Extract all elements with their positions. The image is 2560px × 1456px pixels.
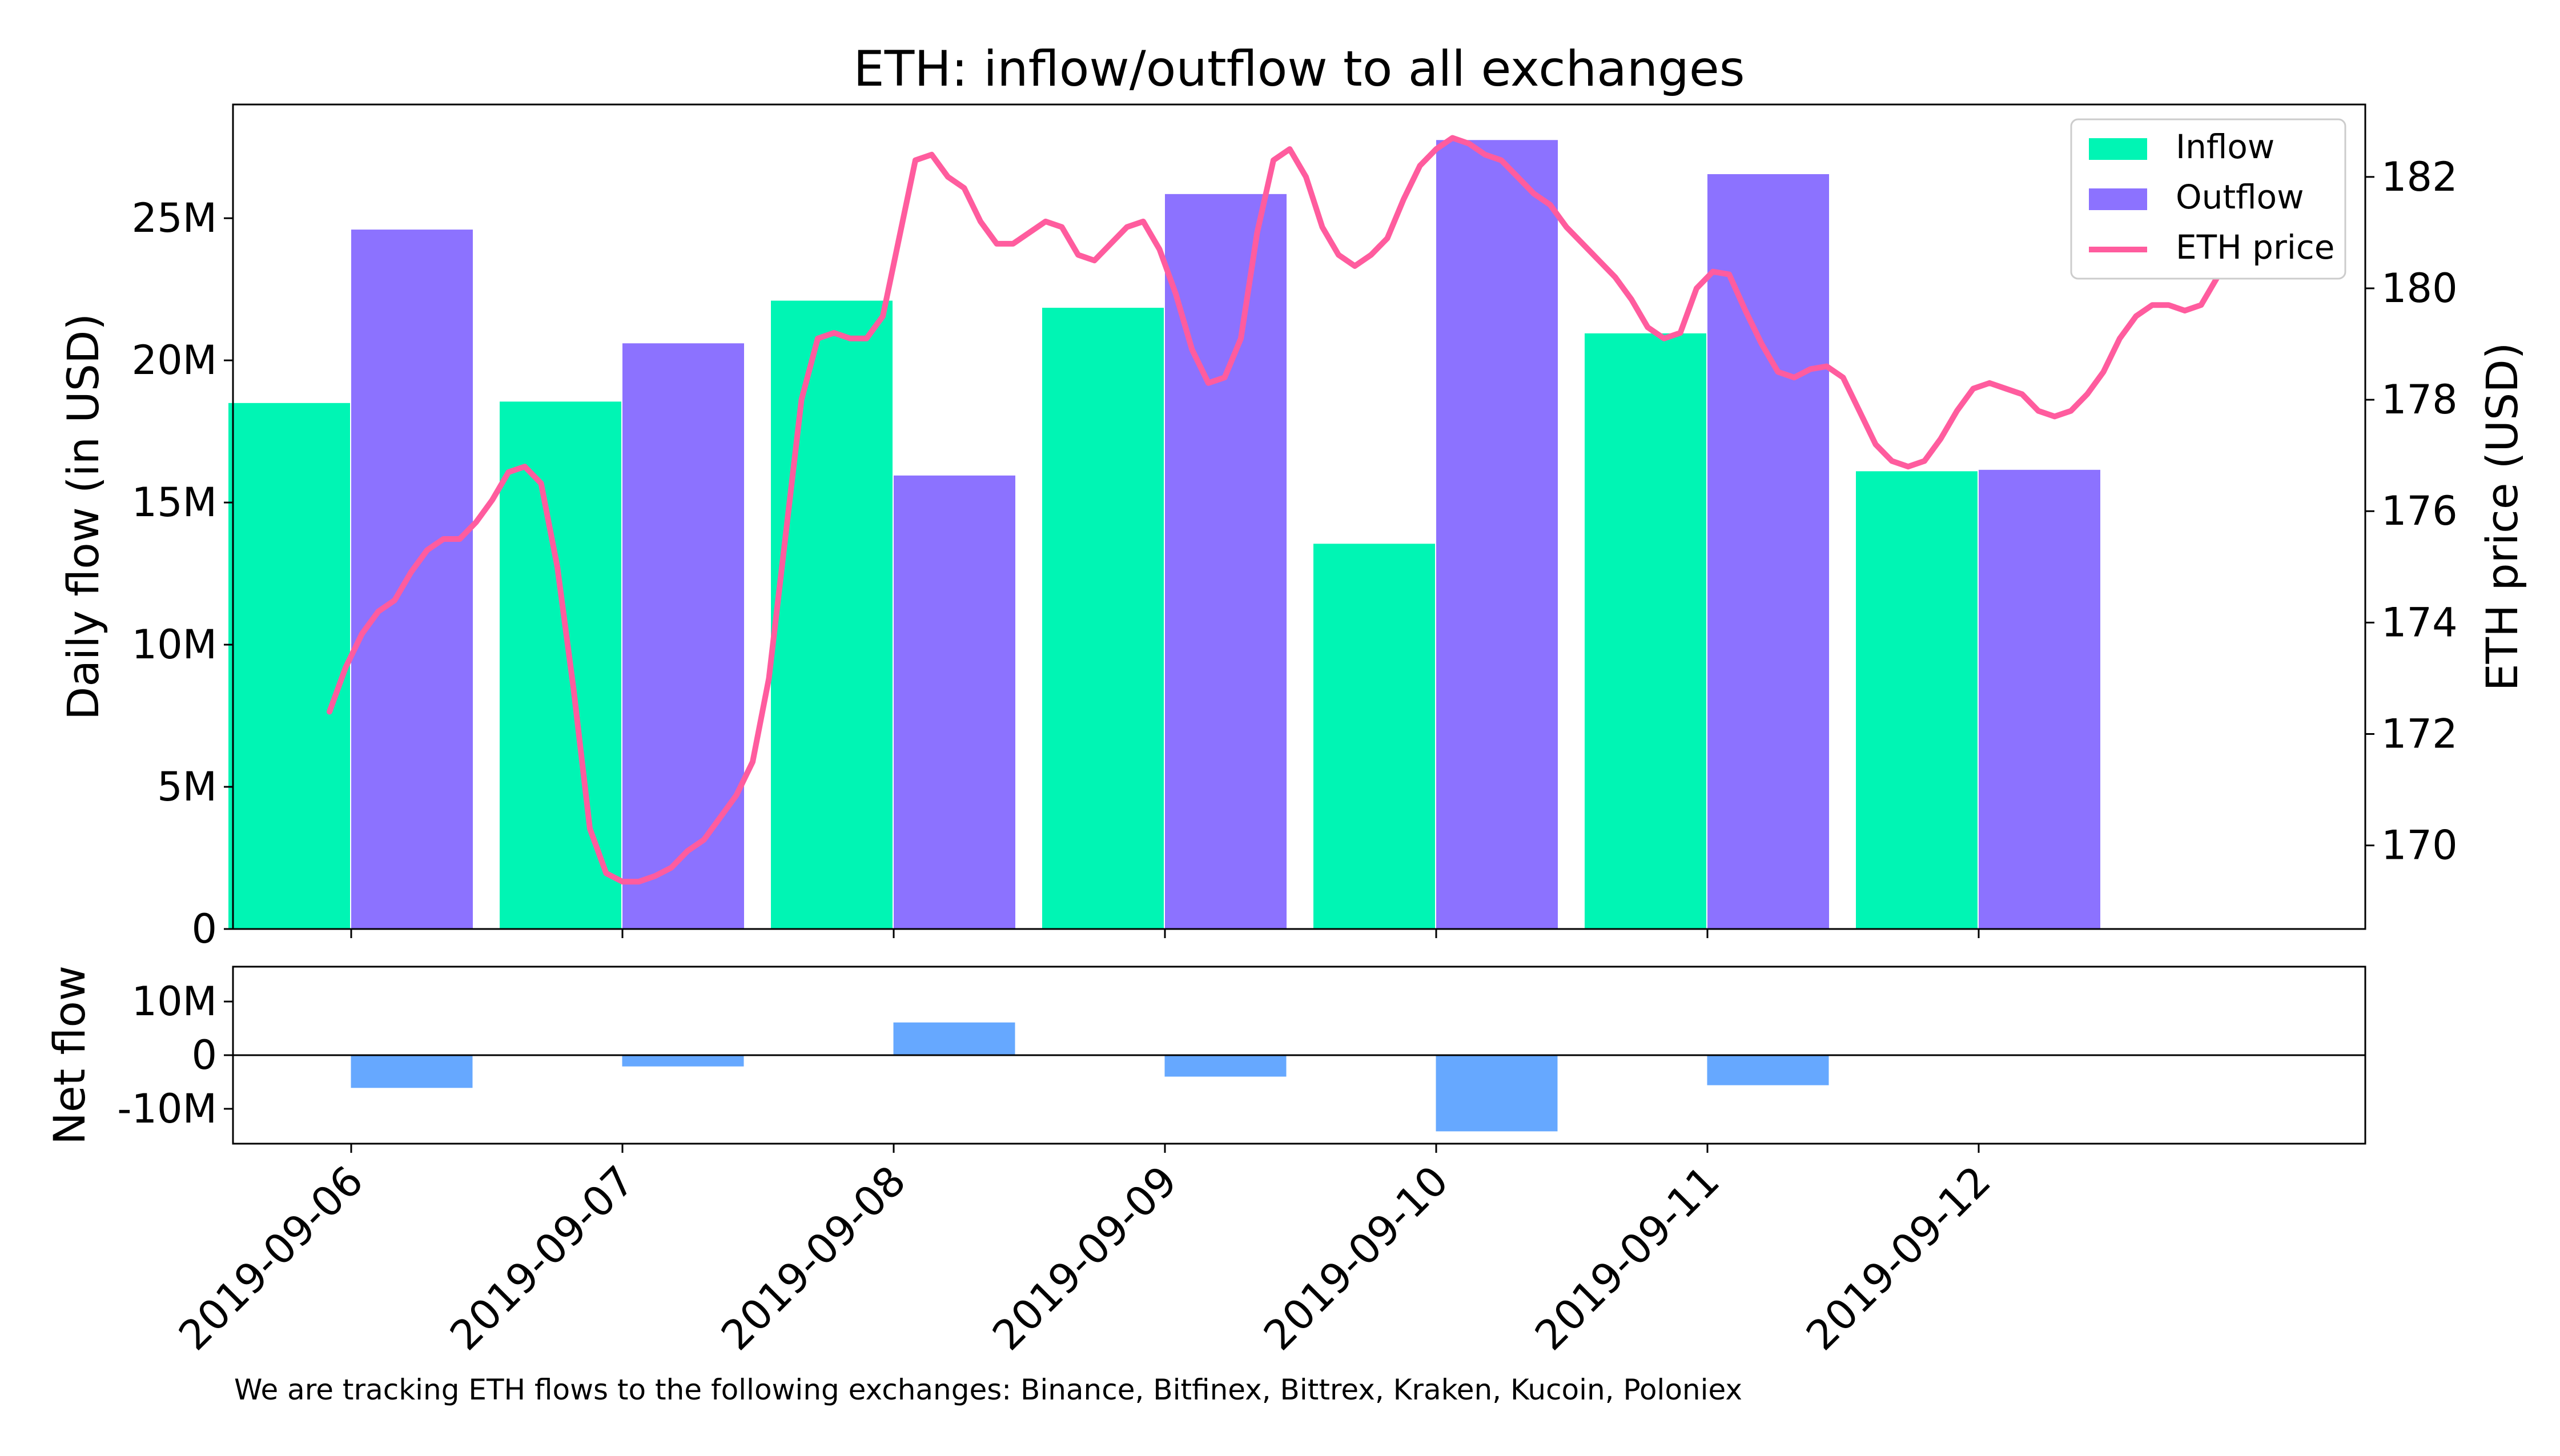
x-tick-label: 2019-09-11 xyxy=(1526,1157,1729,1360)
outflow-bar xyxy=(1979,469,2100,929)
inflow-bar xyxy=(1042,308,1164,929)
net-flow-y-axis: -10M 0 10M xyxy=(117,978,233,1132)
footnote: We are tracking ETH flows to the followi… xyxy=(234,1373,1742,1406)
net-flow-plot: -10M 0 10M Net flow xyxy=(44,966,2366,1145)
right-y-tick-label: 178 xyxy=(2381,376,2458,423)
net-flow-bar xyxy=(1436,1055,1558,1132)
net-flow-bar xyxy=(622,1055,744,1067)
net-flow-bar xyxy=(1164,1055,1287,1077)
legend: Inflow Outflow ETH price xyxy=(2070,118,2346,280)
main-plot-frame xyxy=(232,103,2366,930)
outflow-bar xyxy=(1165,194,1287,929)
x-tick-label: 2019-09-09 xyxy=(983,1157,1186,1360)
legend-swatch-inflow xyxy=(2089,138,2147,160)
left-y-axis-label: Daily flow (in USD) xyxy=(58,313,108,720)
x-tick-label: 2019-09-08 xyxy=(712,1157,915,1360)
net-flow-y-axis-label: Net flow xyxy=(44,966,95,1145)
inflow-bar xyxy=(1856,471,1978,929)
right-y-tick-label: 170 xyxy=(2381,822,2458,869)
main-bars xyxy=(228,140,2100,930)
inflow-bar xyxy=(228,403,350,929)
x-tick-label: 2019-09-06 xyxy=(170,1157,372,1360)
outflow-bar xyxy=(894,475,1015,929)
x-tick-label: 2019-09-10 xyxy=(1255,1157,1457,1360)
main-plot: 0 5M 10M 15M 20M 25M 170 172 174 176 178 180 182 Da… xyxy=(58,103,2527,952)
left-y-tick-label: 10M xyxy=(132,621,217,668)
inflow-bar xyxy=(1585,333,1706,929)
right-y-axis-label: ETH price (USD) xyxy=(2477,343,2527,691)
net-flow-y-tick-label: -10M xyxy=(117,1085,217,1132)
net-flow-bars xyxy=(351,1022,2100,1132)
left-y-axis: 0 5M 10M 15M 20M 25M xyxy=(132,195,233,952)
inflow-bar xyxy=(771,300,893,929)
x-tick-label: 2019-09-07 xyxy=(441,1157,644,1360)
net-flow-y-tick-label: 0 xyxy=(191,1032,217,1079)
right-y-tick-label: 172 xyxy=(2381,711,2458,758)
right-y-tick-label: 176 xyxy=(2381,488,2458,534)
inflow-bar xyxy=(1313,544,1435,929)
left-y-tick-label: 20M xyxy=(132,337,217,384)
eth-price-line xyxy=(327,135,2253,885)
net-flow-bar xyxy=(1707,1055,1829,1085)
net-flow-bar xyxy=(893,1022,1015,1055)
legend-label-inflow: Inflow xyxy=(2176,127,2274,166)
x-tick-label: 2019-09-12 xyxy=(1797,1157,2000,1360)
left-y-tick-label: 15M xyxy=(132,479,217,526)
legend-swatch-outflow xyxy=(2089,188,2147,210)
outflow-bar xyxy=(622,343,744,929)
chart-title: ETH: inflow/outflow to all exchanges xyxy=(853,41,1745,98)
right-y-tick-label: 174 xyxy=(2381,599,2458,646)
right-y-tick-label: 180 xyxy=(2381,265,2458,312)
left-y-tick-label: 25M xyxy=(132,195,217,242)
legend-label-eth-price: ETH price xyxy=(2176,228,2334,267)
right-y-tick-label: 182 xyxy=(2381,154,2458,200)
net-flow-y-tick-label: 10M xyxy=(132,978,217,1025)
outflow-bar xyxy=(1436,140,1558,930)
left-y-tick-label: 5M xyxy=(157,763,217,810)
outflow-bar xyxy=(1707,174,1829,929)
outflow-bar xyxy=(351,230,473,930)
right-y-axis: 170 172 174 176 178 180 182 xyxy=(2365,154,2458,869)
net-flow-bar xyxy=(351,1055,473,1088)
inflow-bar xyxy=(500,401,621,929)
left-y-tick-label: 0 xyxy=(191,906,217,952)
legend-label-outflow: Outflow xyxy=(2176,178,2304,216)
